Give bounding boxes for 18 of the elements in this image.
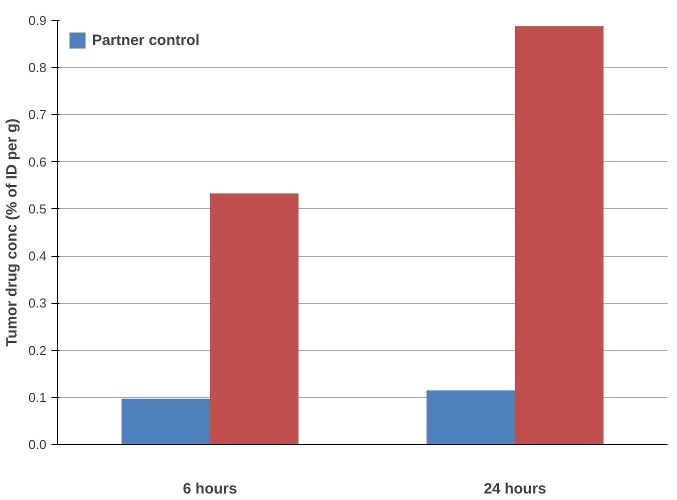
bar [515, 26, 604, 444]
y-tick-label: 0.7 [28, 107, 47, 122]
x-tick-label: 24 hours [484, 480, 546, 498]
bar [210, 193, 298, 444]
y-tick-label: 0.4 [28, 248, 47, 264]
bar [426, 390, 515, 444]
y-tick-label: 0.6 [28, 154, 47, 170]
y-tick-label: 0.3 [28, 296, 47, 311]
y-tick-label: 0.1 [28, 390, 47, 405]
y-tick-label: 0.8 [28, 60, 47, 76]
x-tick-label: 6 hours [182, 480, 238, 498]
bar [122, 398, 210, 444]
y-tick-label: 0.0 [28, 437, 47, 452]
y-tick-label: 0.2 [28, 342, 47, 358]
y-tick-label: 0.9 [28, 13, 47, 28]
y-axis-title: Tumor drug conc (% of ID per g) [3, 118, 20, 347]
y-tick-label: 0.5 [28, 201, 47, 216]
legend-label: Partner control [92, 32, 200, 48]
